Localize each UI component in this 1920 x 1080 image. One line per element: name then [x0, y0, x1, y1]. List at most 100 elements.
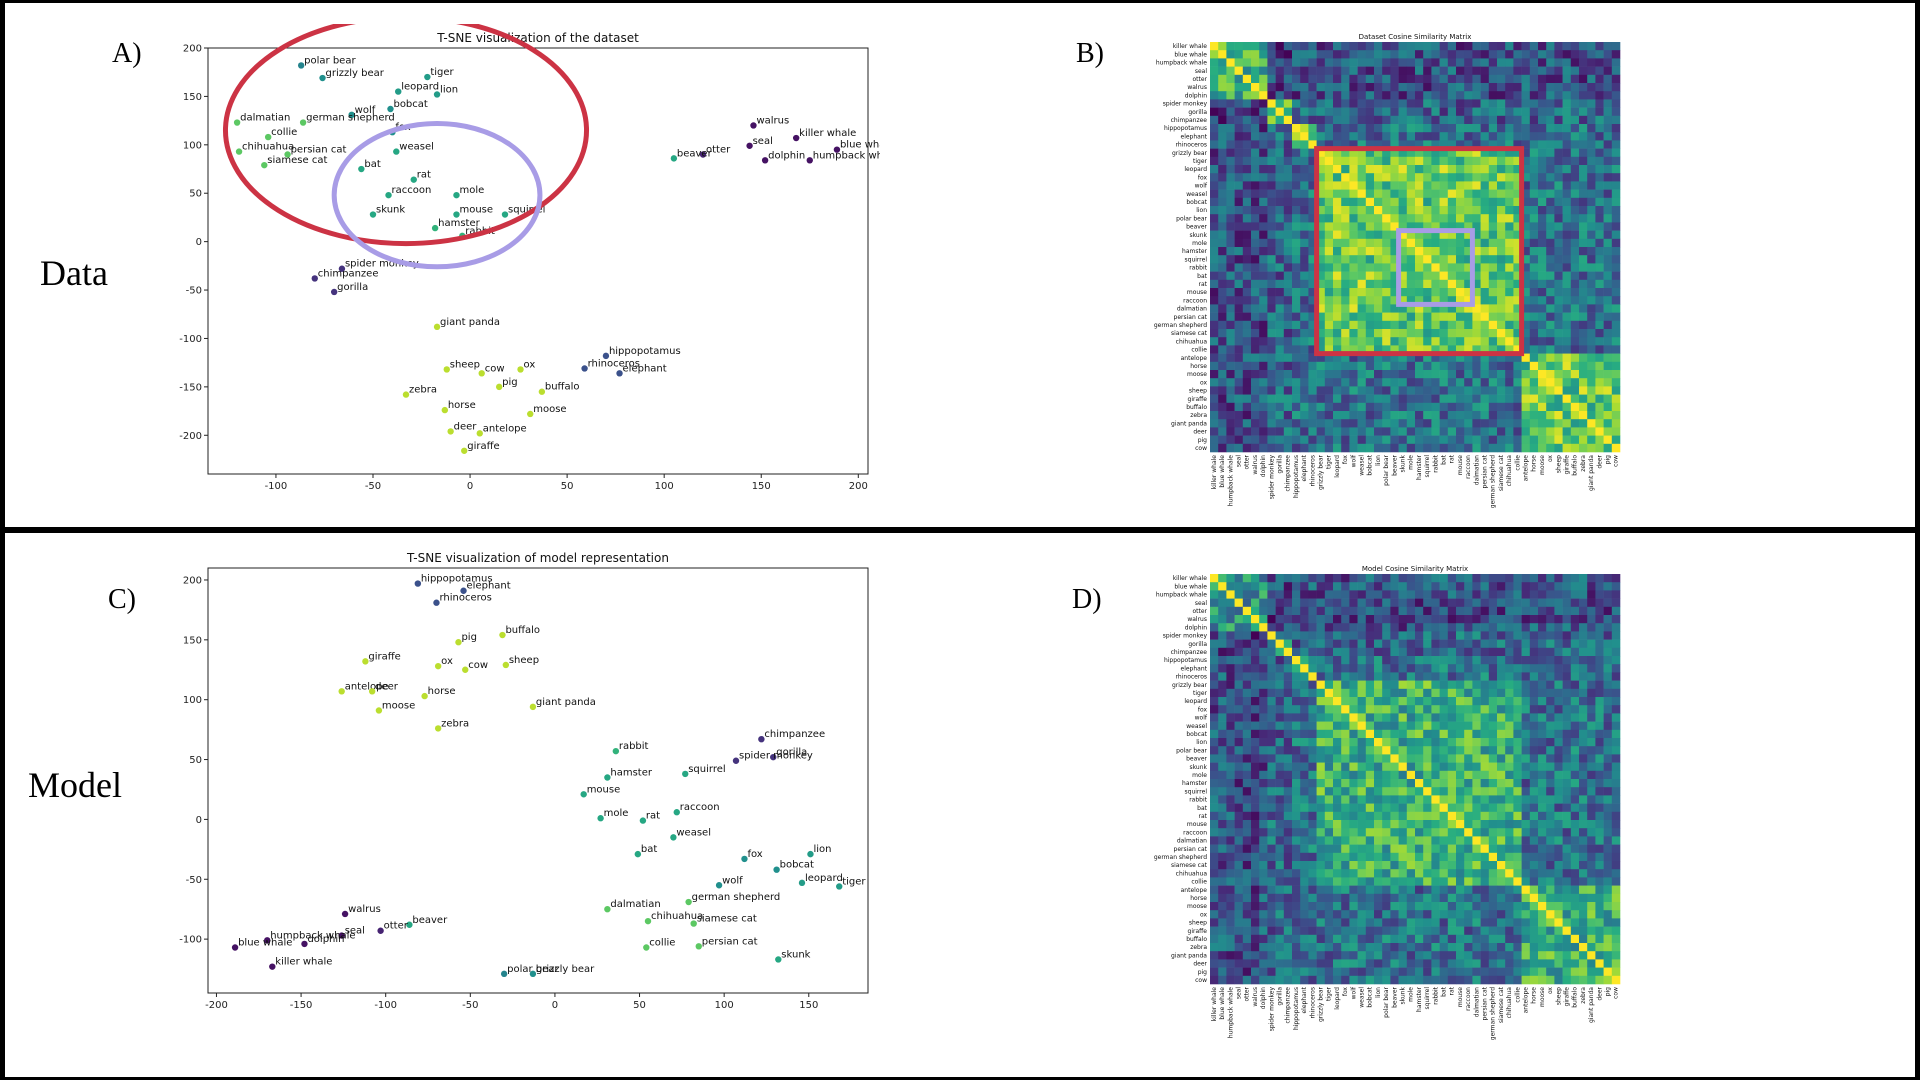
cell-moose-rat	[1447, 902, 1457, 911]
cell-mole-spider-monkey	[1267, 238, 1276, 248]
cell-dalmatian-tiger	[1324, 836, 1334, 845]
cell-rat-horse	[1529, 279, 1539, 289]
cell-lion-mouse	[1456, 206, 1465, 215]
cell-blue-whale-chihuahua	[1505, 50, 1514, 59]
cell-persian-cat-moose	[1538, 844, 1547, 854]
cell-siamese-cat-dalmatian	[1472, 861, 1481, 870]
cell-humpback-whale-siamese-cat	[1497, 58, 1506, 67]
cell-skunk-rabbit	[1431, 230, 1440, 240]
cell-fox-raccoon	[1464, 705, 1473, 714]
cell-dolphin-wolf	[1349, 623, 1358, 632]
cell-horse-weasel	[1357, 361, 1367, 371]
cell-dalmatian-hamster	[1415, 836, 1424, 845]
cell-fox-mole	[1406, 173, 1416, 182]
cell-weasel-ox	[1546, 189, 1555, 199]
cell-gorilla-chimpanzee	[1283, 639, 1293, 649]
cell-siamese-cat-giraffe	[1562, 329, 1572, 338]
cell-walrus-mouse	[1456, 615, 1465, 624]
point-seal	[746, 142, 753, 149]
cell-bobcat-seal	[1234, 197, 1244, 207]
cell-bat-tiger	[1324, 803, 1334, 813]
cell-seal-buffalo	[1570, 598, 1580, 608]
cell-rabbit-horse	[1529, 263, 1539, 272]
cell-bat-ox	[1546, 271, 1555, 281]
cell-weasel-persian-cat	[1480, 721, 1490, 731]
cell-polar-bear-leopard	[1333, 746, 1342, 755]
cell-otter-collie	[1513, 74, 1522, 84]
cell-mouse-pig	[1603, 820, 1613, 829]
cell-otter-deer	[1595, 74, 1604, 84]
cell-otter-tiger	[1324, 606, 1334, 616]
cell-chihuahua-weasel	[1357, 869, 1367, 878]
cell-gorilla-squirrel	[1423, 107, 1432, 117]
cell-rabbit-dalmatian	[1472, 263, 1481, 272]
cell-gorilla-walrus	[1251, 639, 1260, 649]
cell-blue-whale-buffalo	[1570, 50, 1580, 59]
row-label-raccoon: raccoon	[1183, 297, 1207, 304]
cell-moose-deer	[1595, 902, 1604, 911]
cell-moose-ox	[1546, 902, 1555, 911]
tsne-dataset-chart: T-SNE visualization of the dataset-100 -5…	[179, 24, 880, 492]
cell-mole-lion	[1374, 238, 1383, 248]
cell-chihuahua-blue-whale	[1218, 869, 1227, 878]
cell-giant-panda-grizzly-bear	[1316, 419, 1326, 428]
cell-gorilla-elephant	[1300, 639, 1309, 649]
cell-otter-lion	[1374, 74, 1383, 84]
cell-grizzly-bear-giant-panda	[1587, 680, 1596, 690]
row-label-otter: otter	[1192, 76, 1207, 83]
cell-sheep-mole	[1406, 386, 1416, 395]
cell-mole-pig	[1603, 238, 1613, 248]
cell-killer-whale-skunk	[1398, 574, 1408, 583]
cell-skunk-pig	[1603, 762, 1613, 772]
cell-gorilla-siamese-cat	[1497, 107, 1506, 117]
cell-rhinoceros-beaver	[1390, 672, 1399, 681]
cell-bobcat-chimpanzee	[1283, 197, 1293, 207]
cell-lion-wolf	[1349, 206, 1358, 215]
cell-skunk-giraffe	[1562, 762, 1572, 772]
cell-chimpanzee-polar-bear	[1382, 647, 1391, 657]
cell-dalmatian-humpback-whale	[1226, 836, 1235, 845]
cell-chihuahua-hamster	[1415, 869, 1424, 878]
cell-raccoon-mouse	[1456, 828, 1465, 837]
cell-walrus-beaver	[1390, 83, 1399, 92]
cell-lion-skunk	[1398, 738, 1408, 747]
cell-gorilla-giraffe	[1562, 107, 1572, 117]
cell-moose-dolphin	[1259, 902, 1268, 911]
cell-blue-whale-sheep	[1554, 50, 1563, 59]
cell-giraffe-seal	[1234, 394, 1244, 404]
cell-walrus-blue-whale	[1218, 615, 1227, 624]
cell-dolphin-elephant	[1300, 91, 1309, 100]
cell-hippopotamus-blue-whale	[1218, 124, 1227, 133]
cell-chimpanzee-deer	[1595, 647, 1604, 657]
cell-giant-panda-dolphin	[1259, 419, 1268, 428]
cell-rhinoceros-pig	[1603, 672, 1613, 681]
cell-german-shepherd-giant-panda	[1587, 852, 1596, 862]
row-label-data: Data	[40, 253, 108, 293]
cell-rat-chihuahua	[1505, 811, 1514, 821]
cell-squirrel-mole	[1406, 787, 1416, 796]
cell-skunk-moose	[1538, 762, 1547, 772]
cell-collie-killer-whale	[1210, 345, 1219, 354]
cell-blue-whale-hippopotamus	[1292, 50, 1301, 59]
cell-horse-deer	[1595, 893, 1604, 903]
cell-zebra-gorilla	[1275, 411, 1285, 420]
cell-mouse-sheep	[1554, 820, 1563, 829]
cell-hippopotamus-polar-bear	[1382, 656, 1391, 665]
cell-walrus-hamster	[1415, 83, 1424, 92]
cell-spider-monkey-chihuahua	[1505, 99, 1514, 108]
cell-antelope-chihuahua	[1505, 353, 1514, 363]
cell-blue-whale-blue-whale	[1218, 50, 1227, 59]
cell-squirrel-deer	[1595, 255, 1604, 264]
cell-rat-grizzly-bear	[1316, 279, 1326, 289]
cell-mouse-siamese-cat	[1497, 288, 1506, 297]
cell-lion-tiger	[1324, 206, 1334, 215]
cell-dalmatian-collie	[1513, 836, 1522, 845]
cell-persian-cat-lion	[1374, 312, 1383, 322]
cell-german-shepherd-chihuahua	[1505, 852, 1514, 862]
cell-giraffe-rhinoceros	[1308, 394, 1317, 404]
cell-persian-cat-beaver	[1390, 844, 1399, 854]
y-tick-label: 200	[183, 575, 202, 586]
cell-skunk-hippopotamus	[1292, 762, 1301, 772]
row-label-bat: bat	[1197, 273, 1207, 280]
cell-wolf-deer	[1595, 713, 1604, 722]
